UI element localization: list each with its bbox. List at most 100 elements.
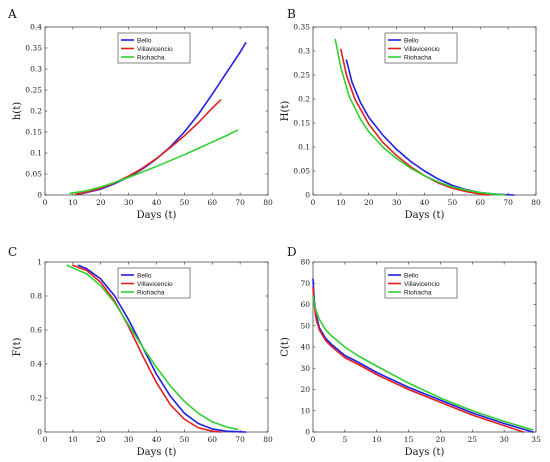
y-tick-label: 60 bbox=[300, 300, 310, 309]
x-tick-label: 50 bbox=[448, 198, 458, 207]
x-tick-label: 35 bbox=[531, 435, 541, 444]
series-line-bello bbox=[77, 264, 247, 433]
y-tick-label: 0 bbox=[305, 191, 310, 200]
legend-label: Bello bbox=[137, 37, 152, 44]
x-tick-label: 40 bbox=[152, 435, 162, 444]
x-tick-label: 40 bbox=[420, 198, 430, 207]
y-tick-label: 0.2 bbox=[298, 95, 310, 104]
x-tick-label: 80 bbox=[531, 198, 541, 207]
x-tick-label: 10 bbox=[372, 435, 382, 444]
x-tick-label: 60 bbox=[207, 435, 217, 444]
x-tick-label: 30 bbox=[499, 435, 509, 444]
y-tick-label: 0.4 bbox=[30, 360, 42, 369]
series-line-villavicencio bbox=[340, 48, 490, 196]
y-tick-label: 0.4 bbox=[30, 23, 42, 32]
x-tick-label: 20 bbox=[96, 198, 106, 207]
y-axis-label: h(t) bbox=[12, 102, 23, 120]
panel-a: A 0 10 20 30 40 50 60 70 80 0 0.05 0.1 0.15 0.2 0.25 0.3… bbox=[7, 7, 273, 221]
y-tick-label: 0.2 bbox=[30, 107, 42, 116]
x-tick-label: 40 bbox=[152, 198, 162, 207]
x-axis-label: Days (t) bbox=[137, 210, 177, 221]
y-tick-label: 0.6 bbox=[30, 326, 42, 335]
y-tick-label: 0.05 bbox=[25, 170, 42, 179]
x-tick-label: 30 bbox=[124, 198, 134, 207]
series-line-villavicencio bbox=[312, 286, 525, 433]
legend-label: Bello bbox=[404, 37, 419, 44]
y-tick-label: 1 bbox=[37, 258, 42, 267]
x-tick-label: 10 bbox=[336, 198, 346, 207]
x-tick-label: 10 bbox=[68, 435, 78, 444]
y-tick-label: 0.25 bbox=[293, 71, 310, 80]
panel-letter: A bbox=[7, 7, 17, 21]
y-tick-label: 0.35 bbox=[25, 44, 42, 53]
y-tick-label: 0.3 bbox=[30, 65, 42, 74]
legend-label: Villavicencio bbox=[137, 46, 173, 53]
y-tick-label: 0.15 bbox=[293, 119, 310, 128]
y-tick-label: 0.1 bbox=[30, 149, 42, 158]
legend-label: Villavicencio bbox=[137, 281, 173, 288]
x-axis-label: Days (t) bbox=[405, 447, 445, 458]
y-tick-label: 0.35 bbox=[293, 23, 310, 32]
x-tick-label: 30 bbox=[124, 435, 134, 444]
y-tick-label: 20 bbox=[300, 385, 310, 394]
legend-label: Riohacha bbox=[404, 54, 432, 61]
series-line-riohacha bbox=[69, 129, 239, 195]
y-tick-label: 0.1 bbox=[298, 143, 310, 152]
x-tick-label: 50 bbox=[180, 435, 190, 444]
x-tick-label: 60 bbox=[207, 198, 217, 207]
series-line-riohacha bbox=[334, 38, 507, 196]
x-axis-label: Days (t) bbox=[137, 447, 177, 458]
y-tick-label: 10 bbox=[300, 406, 310, 415]
y-tick-label: 80 bbox=[300, 258, 310, 267]
y-tick-label: 0 bbox=[305, 428, 310, 437]
y-tick-label: 30 bbox=[300, 364, 310, 373]
y-tick-label: 50 bbox=[300, 321, 310, 330]
series-line-villavicencio bbox=[74, 99, 222, 195]
y-tick-label: 0 bbox=[37, 191, 42, 200]
x-tick-label: 70 bbox=[235, 198, 245, 207]
legend-label: Bello bbox=[404, 272, 419, 279]
x-tick-label: 80 bbox=[263, 198, 273, 207]
x-tick-label: 25 bbox=[468, 435, 478, 444]
series-line-bello bbox=[312, 278, 534, 433]
x-tick-label: 0 bbox=[311, 198, 316, 207]
y-axis-label: H(t) bbox=[280, 101, 291, 122]
panel-b: B 0 10 20 30 40 50 60 70 80 0 0.05 0.1 0.15 0.2 0.25 0.3… bbox=[280, 7, 541, 221]
panel-letter: D bbox=[287, 245, 297, 259]
legend-label: Villavicencio bbox=[404, 281, 440, 288]
y-axis-label: C(t) bbox=[280, 337, 291, 357]
x-tick-label: 0 bbox=[43, 198, 48, 207]
y-tick-label: 40 bbox=[300, 343, 310, 352]
y-tick-label: 0.25 bbox=[25, 86, 42, 95]
y-tick-label: 0.8 bbox=[30, 292, 42, 301]
legend-label: Riohacha bbox=[137, 54, 165, 61]
y-tick-label: 0.2 bbox=[30, 394, 42, 403]
y-axis-label: F(t) bbox=[12, 338, 23, 357]
x-tick-label: 60 bbox=[475, 198, 485, 207]
x-tick-label: 20 bbox=[364, 198, 374, 207]
x-tick-label: 20 bbox=[436, 435, 446, 444]
panel-letter: B bbox=[287, 7, 296, 21]
legend-label: Villavicencio bbox=[404, 46, 440, 53]
series-line-bello bbox=[77, 42, 247, 195]
x-tick-label: 30 bbox=[392, 198, 402, 207]
y-tick-label: 0.15 bbox=[25, 128, 42, 137]
panel-letter: C bbox=[8, 245, 17, 259]
x-tick-label: 0 bbox=[43, 435, 48, 444]
legend-label: Riohacha bbox=[404, 289, 432, 296]
x-axis-label: Days (t) bbox=[405, 210, 445, 221]
y-tick-label: 0 bbox=[37, 428, 42, 437]
x-tick-label: 70 bbox=[235, 435, 245, 444]
x-tick-label: 70 bbox=[503, 198, 513, 207]
x-tick-label: 10 bbox=[68, 198, 78, 207]
legend-label: Bello bbox=[137, 272, 152, 279]
x-tick-label: 80 bbox=[263, 435, 273, 444]
panel-c: C 0 10 20 30 40 50 60 70 80 0 0.2 0.4 0.6 0.8 1 Days (t)… bbox=[8, 245, 273, 458]
x-tick-label: 0 bbox=[311, 435, 316, 444]
x-tick-label: 15 bbox=[404, 435, 414, 444]
